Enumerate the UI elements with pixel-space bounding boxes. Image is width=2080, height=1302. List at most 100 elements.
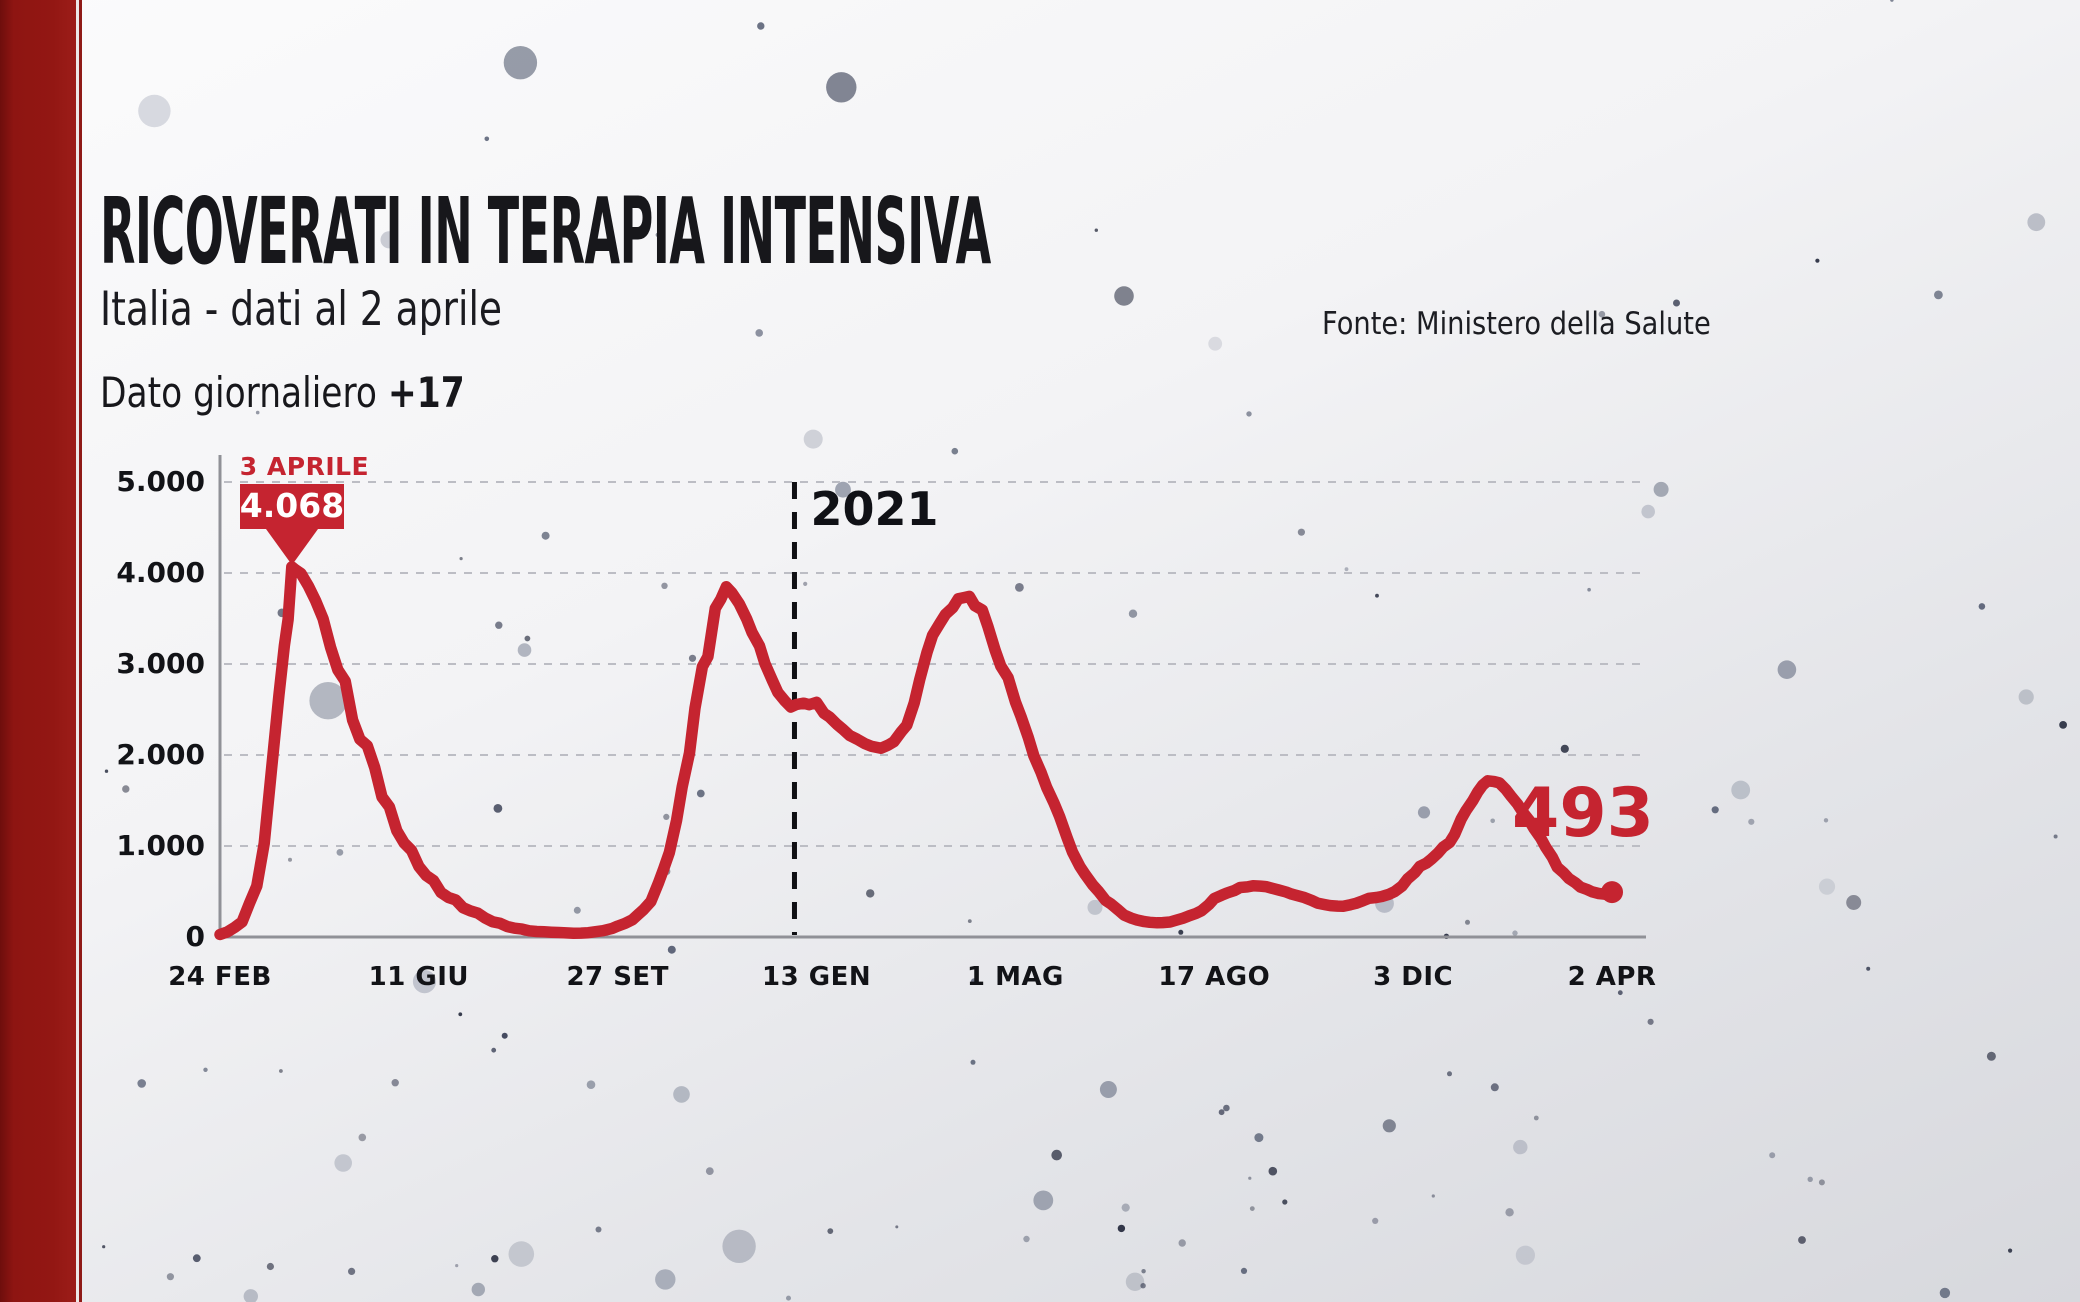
speckle-dot [667,945,676,954]
speckle-dot [1372,1217,1379,1224]
speckle-dot [1249,1206,1255,1211]
speckle-dot [1818,878,1836,895]
speckle-dot [688,654,697,662]
speckle-dot [1798,1236,1806,1244]
speckle-dot [1254,1133,1264,1143]
speckle-dot [655,1269,676,1290]
speckle-dot [1533,1115,1539,1121]
speckle-dot [1223,1104,1230,1112]
speckle-dot [458,1012,463,1017]
x-tick-label: 3 DIC [1373,962,1454,992]
speckle-dot [1465,919,1470,925]
left-red-spine [0,0,76,1302]
source-credit: Fonte: Ministero della Salute [1322,306,1711,342]
speckle-dot [1807,1176,1813,1183]
speckle-dot [803,429,823,449]
speckle-dot [1777,660,1797,679]
latest-value-label: 493 [1512,774,1654,853]
speckle-dot [501,1032,508,1039]
speckle-dot [786,1295,791,1301]
speckle-dot [192,1254,201,1263]
speckle-dot [586,1080,596,1089]
speckle-dot [1748,818,1755,825]
speckle-dot [137,1079,146,1088]
peak-annotation-date: 3 APRILE [239,452,370,481]
speckle-dot [866,889,875,898]
speckle-dot [309,682,347,720]
speckle-dot [1268,1166,1278,1176]
speckle-dot [1769,1152,1776,1159]
y-tick-label: 2.000 [116,738,205,771]
speckle-dot [1512,930,1518,936]
speckle-dot [1986,1051,1996,1061]
speckle-dot [122,785,130,793]
speckle-dot [1490,1083,1499,1092]
speckle-dot [755,329,763,337]
speckle-dot [1647,1018,1654,1025]
speckle-dot [524,635,531,642]
speckle-dot [757,22,765,30]
speckle-dot [595,1226,602,1233]
speckle-dot [243,1289,258,1302]
speckle-dot [336,849,344,856]
speckle-dot [491,1047,497,1053]
speckle-dot [1218,1109,1225,1116]
speckle-dot [1823,818,1829,823]
speckle-dot [1178,929,1184,935]
speckle-dot [663,813,670,821]
speckle-dot [661,582,668,589]
speckle-dot [517,643,532,657]
speckle-dot [2027,213,2046,232]
y-tick-label: 3.000 [116,647,205,680]
speckle-dot [1282,1199,1288,1205]
speckle-dot [1939,1287,1951,1299]
daily-change-value: +17 [387,368,465,417]
speckle-dot [1297,528,1305,536]
speckle-dot [895,1225,899,1229]
speckle-dot [970,1059,976,1065]
speckle-dot [1443,933,1450,939]
speckle-dot [455,1264,459,1268]
speckle-dot [803,581,808,587]
peak-annotation: 3 APRILE 4.068 [239,452,370,565]
speckle-dot [1208,336,1223,351]
speckle-dot [1846,895,1862,910]
speckle-dot [1240,1267,1248,1274]
speckle-dot [1978,603,1986,610]
speckle-dot [705,1167,714,1175]
speckle-dot [1653,481,1669,497]
speckle-dot [503,46,538,80]
speckle-dot [1890,0,1894,2]
speckle-dot [1934,290,1943,300]
speckle-dot [967,919,972,923]
speckle-dot [696,789,705,798]
x-tick-label: 27 SET [566,962,669,992]
speckle-dot [102,1245,106,1249]
speckle-dot [1141,1269,1146,1274]
speckle-dot [277,608,287,618]
speckle-dot [493,804,503,813]
speckle-dot [1344,567,1349,572]
speckle-dot [2008,1248,2013,1253]
speckle-dot [827,1228,834,1234]
speckle-dot [663,867,671,876]
y-tick-label: 1.000 [116,829,205,862]
speckle-dot [2053,834,2058,839]
y-tick-label: 4.000 [116,556,205,589]
speckle-dot [203,1067,208,1073]
speckle-dot [1125,1272,1145,1292]
speckle-dot [266,1262,274,1271]
speckle-dot [1023,1235,1030,1243]
speckle-dot [279,1069,283,1073]
speckle-dot [2059,721,2068,729]
speckle-dot [2018,689,2034,705]
peak-annotation-value: 4.068 [239,484,344,529]
speckle-dot [1033,1190,1054,1211]
speckle-dot [722,1229,756,1264]
speckle-dot [1815,258,1820,263]
page-subtitle: Italia - dati al 2 aprile [100,282,503,337]
speckle-dot [1375,593,1379,598]
daily-change-line: Dato giornaliero +17 [100,368,465,417]
spine-edge-line [79,0,82,1302]
